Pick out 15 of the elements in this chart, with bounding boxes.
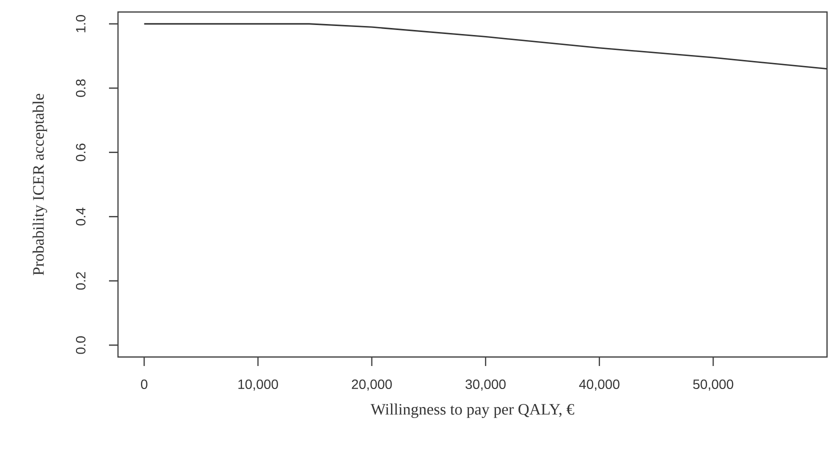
x-tick-label: 20,000 bbox=[352, 380, 392, 391]
x-tick-label: 40,000 bbox=[579, 380, 620, 391]
line-series bbox=[143, 23, 828, 70]
y-tick-label: 0.8 bbox=[76, 79, 86, 97]
x-axis-title: Willingness to pay per QALY, € bbox=[370, 403, 574, 418]
y-tick-label: 0.6 bbox=[76, 144, 86, 162]
x-tick-label: 50,000 bbox=[693, 380, 734, 391]
y-tick-label: 0.4 bbox=[76, 208, 86, 226]
x-tick-label: 0 bbox=[140, 380, 148, 390]
y-tick-label: 1.0 bbox=[76, 15, 86, 32]
x-tick-label: 10,000 bbox=[238, 380, 278, 391]
x-tick-label: 30,000 bbox=[466, 380, 506, 391]
y-axis-title: Probability ICER acceptable bbox=[32, 94, 48, 276]
y-tick-label: 0.0 bbox=[76, 336, 86, 354]
y-tick-label: 0.2 bbox=[76, 272, 86, 290]
